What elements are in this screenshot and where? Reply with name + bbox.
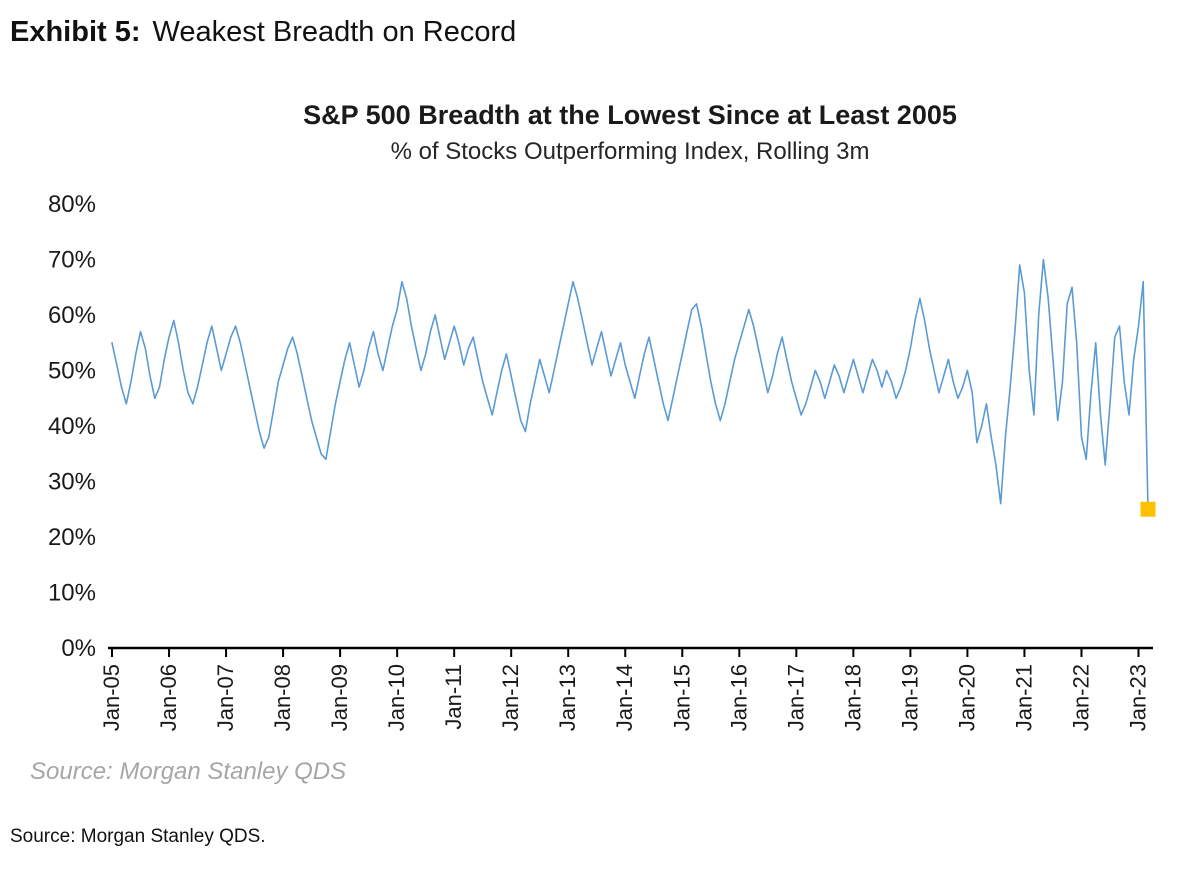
x-axis-tick-label: Jan-23 (1125, 664, 1150, 731)
footer-source-note: Source: Morgan Stanley QDS. (10, 826, 266, 847)
y-axis-tick-label: 70% (48, 247, 96, 274)
y-axis-tick-label: 40% (48, 413, 96, 440)
latest-point-marker (1140, 501, 1156, 517)
y-axis-tick-label: 20% (48, 524, 96, 551)
x-axis-tick-label: Jan-22 (1068, 664, 1093, 731)
x-axis-tick-label: Jan-10 (384, 664, 409, 731)
x-axis-tick-label: Jan-11 (441, 664, 466, 730)
chart-subtitle: % of Stocks Outperforming Index, Rolling… (390, 138, 870, 165)
y-axis-tick-label: 50% (48, 358, 96, 385)
x-axis-tick-label: Jan-16 (726, 664, 751, 731)
y-axis-tick-label: 60% (48, 302, 96, 329)
chart-title: S&P 500 Breadth at the Lowest Since at L… (303, 100, 957, 130)
x-axis-tick-label: Jan-21 (1011, 664, 1036, 731)
x-axis-tick-label: Jan-17 (783, 664, 808, 731)
x-axis-tick-label: Jan-15 (669, 664, 694, 731)
x-axis-tick-label: Jan-20 (954, 664, 979, 731)
y-axis-tick-label: 10% (48, 580, 96, 607)
x-axis-tick-label: Jan-05 (99, 664, 124, 731)
breadth-series-line (111, 258, 1149, 511)
y-axis-tick-label: 80% (48, 191, 96, 218)
exhibit-heading: Exhibit 5: Weakest Breadth on Record (10, 16, 516, 49)
y-axis-tick-label: 30% (48, 469, 96, 496)
exhibit-number-label: Exhibit 5: (10, 16, 141, 48)
x-axis-tick-label: Jan-07 (213, 664, 238, 731)
breadth-line-chart: 0% 10% 20% 30% 40% 50% 60% 70% 80% Jan-05 Jan-06 Ja… (48, 191, 1156, 731)
exhibit-title: Weakest Breadth on Record (152, 16, 517, 48)
inplot-source-note: Source: Morgan Stanley QDS (30, 758, 347, 785)
x-axis-tick-label: Jan-09 (327, 664, 352, 731)
y-axis-tick-label: 0% (61, 635, 96, 662)
x-axis-tick-label: Jan-19 (897, 664, 922, 731)
x-axis-tick-label: Jan-13 (555, 664, 580, 731)
x-axis-tick-label: Jan-18 (840, 664, 865, 731)
x-axis-tick-label: Jan-08 (270, 664, 295, 731)
x-axis-tick-label: Jan-14 (612, 664, 637, 731)
x-axis-tick-label: Jan-12 (498, 664, 523, 731)
x-axis-tick-label: Jan-06 (156, 664, 181, 731)
